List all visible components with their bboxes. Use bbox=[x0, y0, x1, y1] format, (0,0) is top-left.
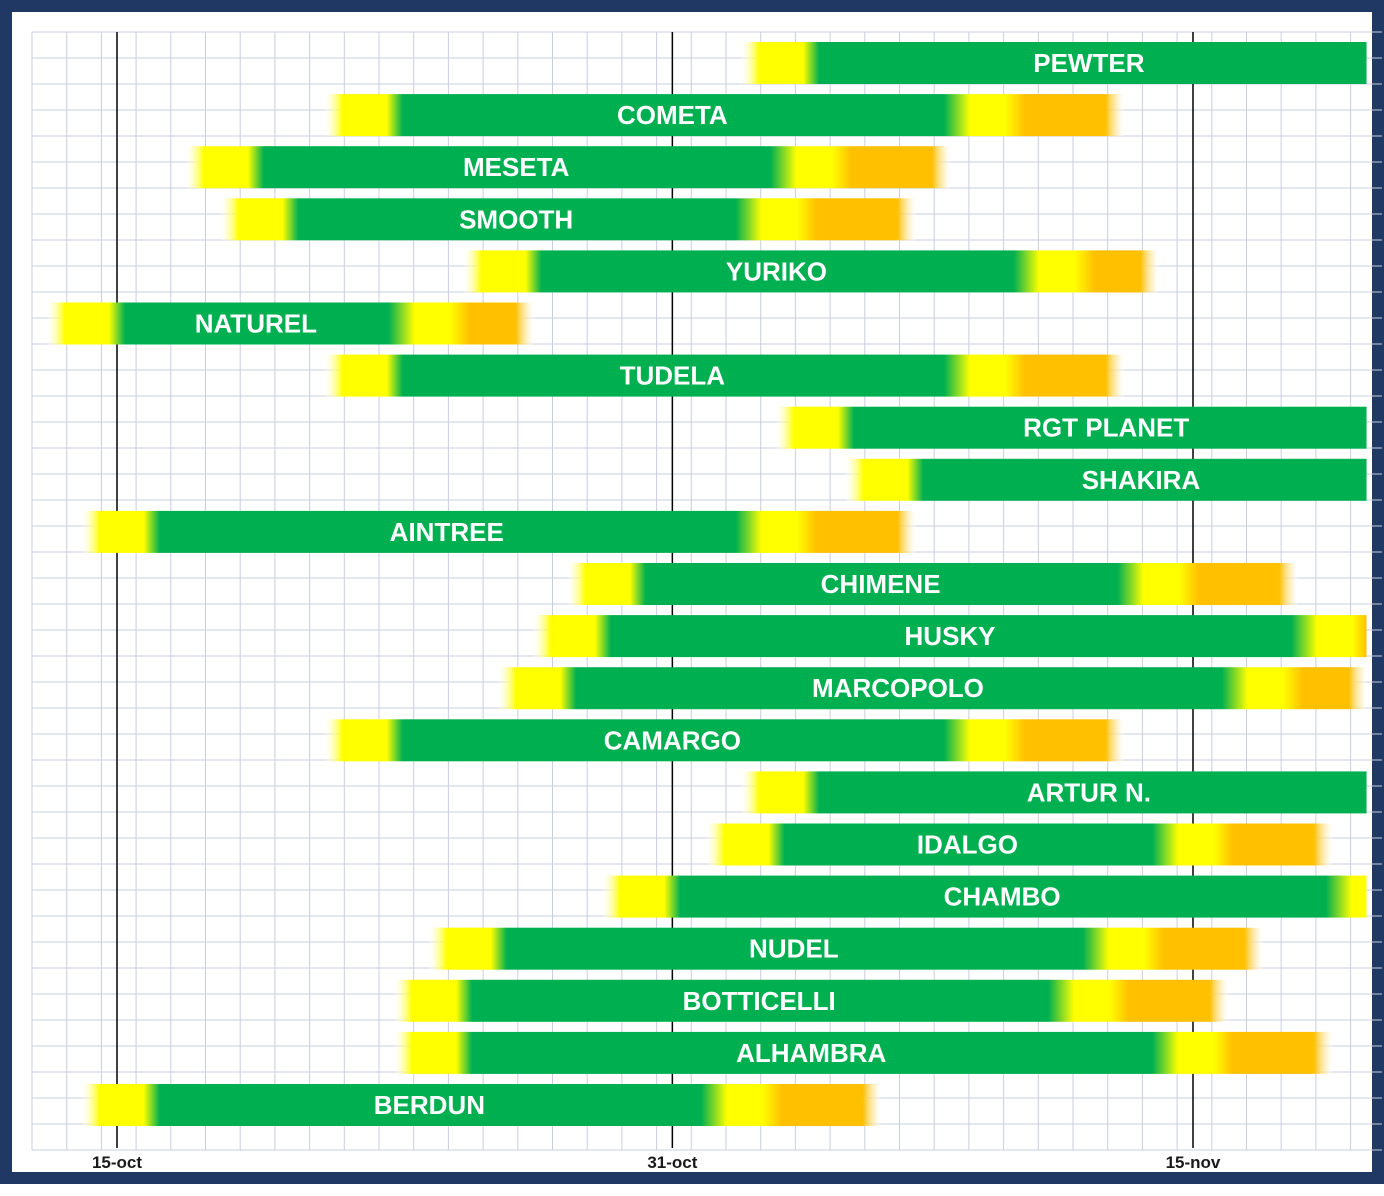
bar-label: ARTUR N. bbox=[1027, 777, 1151, 807]
bar-label: CAMARGO bbox=[604, 725, 741, 755]
bar-label: BOTTICELLI bbox=[683, 986, 836, 1016]
x-tick-label: 15-nov bbox=[1166, 1153, 1221, 1172]
bar-label: COMETA bbox=[617, 100, 728, 130]
bar-cometa bbox=[325, 94, 1124, 137]
bar-shakira bbox=[845, 458, 1367, 501]
bar-label: YURIKO bbox=[726, 256, 827, 286]
gantt-chart: PEWTER COMETA MESETA SMOOTH YURIKO NATUREL TUD… bbox=[31, 31, 1382, 1172]
bar-label: BERDUN bbox=[374, 1090, 485, 1120]
bar-camargo bbox=[325, 719, 1124, 762]
bar-label: PEWTER bbox=[1033, 48, 1144, 78]
bar-tudela bbox=[325, 354, 1124, 397]
bar-botticelli bbox=[394, 979, 1228, 1022]
bar-chimene bbox=[568, 563, 1298, 605]
bar-label: CHAMBO bbox=[944, 882, 1061, 912]
bar-pewter bbox=[741, 42, 1367, 84]
bar-alhambra bbox=[394, 1031, 1332, 1074]
bar-label: TUDELA bbox=[620, 361, 726, 391]
bar-berdun bbox=[82, 1084, 881, 1126]
bar-label: NUDEL bbox=[749, 934, 839, 964]
bars: PEWTER COMETA MESETA SMOOTH YURIKO NATUREL TUD… bbox=[47, 42, 1367, 1126]
bar-label: SHAKIRA bbox=[1082, 465, 1201, 495]
bar-label: MESETA bbox=[463, 152, 570, 182]
bar-label: RGT PLANET bbox=[1023, 413, 1189, 443]
bar-label: NATUREL bbox=[195, 309, 317, 339]
bar-smooth bbox=[221, 198, 916, 241]
bar-label: SMOOTH bbox=[459, 204, 573, 234]
bar-aintree bbox=[82, 510, 916, 553]
bar-marcopolo bbox=[498, 667, 1367, 710]
bar-naturel bbox=[47, 302, 534, 345]
bar-nudel bbox=[429, 927, 1263, 970]
x-tick-label: 31-oct bbox=[647, 1153, 697, 1172]
bar-label: AINTREE bbox=[390, 517, 504, 547]
bar-yuriko bbox=[464, 250, 1159, 293]
bar-label: ALHAMBRA bbox=[736, 1038, 886, 1068]
bar-label: IDALGO bbox=[917, 830, 1018, 860]
x-tick-label: 15-oct bbox=[92, 1153, 142, 1172]
bar-label: MARCOPOLO bbox=[812, 673, 984, 703]
bar-chambo bbox=[602, 875, 1367, 918]
bar-artur-n- bbox=[741, 771, 1367, 814]
bar-label: HUSKY bbox=[905, 621, 996, 651]
bar-rgt-planet bbox=[776, 406, 1367, 449]
x-axis-labels: 15-oct 31-oct 15-nov bbox=[92, 1153, 1221, 1172]
bar-label: CHIMENE bbox=[821, 569, 941, 599]
bar-meseta bbox=[186, 146, 951, 189]
bar-idalgo bbox=[707, 823, 1332, 866]
bar-husky bbox=[533, 615, 1367, 658]
